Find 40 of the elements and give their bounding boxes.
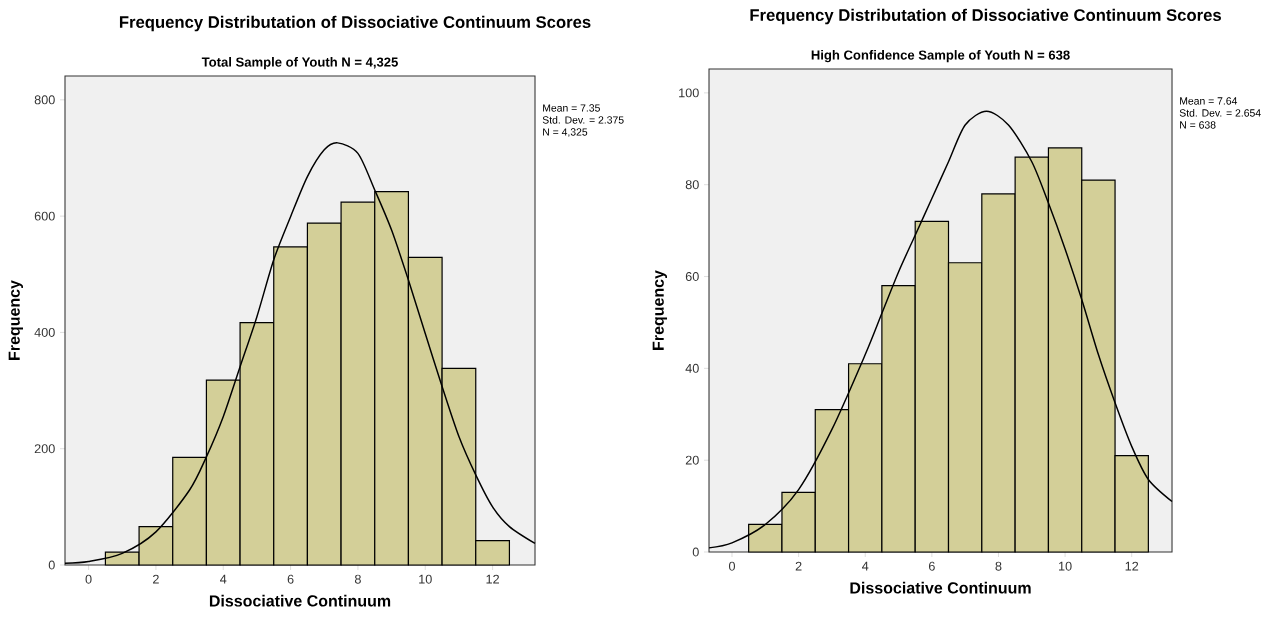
x-tick-label: 0 bbox=[85, 574, 92, 584]
chart-subtitle: High Confidence Sample of Youth N = 638 bbox=[811, 50, 1070, 63]
x-tick-label: 12 bbox=[1125, 561, 1139, 571]
line-series bbox=[708, 110, 1173, 549]
chart-title: Frequency Distributation of Dissociative Continuum Scores bbox=[119, 15, 591, 32]
x-tick-label: 4 bbox=[220, 574, 227, 584]
y-tick-label: 400 bbox=[34, 327, 55, 337]
x-tick-label: 10 bbox=[1059, 561, 1072, 571]
text: Std. Dev. = 2.375 bbox=[542, 116, 624, 124]
x-tick-label: 8 bbox=[995, 561, 1002, 571]
y-tick-label: 20 bbox=[685, 455, 699, 465]
text: N = 638 bbox=[1180, 121, 1216, 129]
y-tick-label: 800 bbox=[34, 95, 55, 105]
y-tick-label: 100 bbox=[679, 88, 699, 98]
x-tick-label: 8 bbox=[354, 574, 361, 584]
chart-subtitle: Total Sample of Youth N = 4,325 bbox=[201, 57, 398, 70]
text: Mean = 7.64 bbox=[1180, 97, 1238, 105]
y-tick-label: 0 bbox=[692, 547, 699, 557]
x-axis-title: Dissociative Continuum bbox=[209, 594, 391, 607]
chart-title: Frequency Distributation of Dissociative Continuum Scores bbox=[750, 8, 1221, 25]
y-axis-title: Frequency bbox=[652, 270, 668, 350]
x-axis-title: Dissociative Continuum bbox=[850, 581, 1031, 594]
y-tick-label: 600 bbox=[34, 211, 55, 221]
text: N = 4,325 bbox=[543, 128, 588, 137]
text: Mean = 7.35 bbox=[543, 104, 600, 112]
y-tick-label: 60 bbox=[685, 272, 699, 282]
x-tick-label: 0 bbox=[728, 561, 736, 571]
x-tick-label: 6 bbox=[287, 574, 294, 584]
y-tick-label: 80 bbox=[685, 180, 699, 190]
x-tick-label: 6 bbox=[928, 561, 935, 571]
y-tick-label: 40 bbox=[685, 363, 699, 373]
x-tick-label: 2 bbox=[153, 574, 159, 584]
x-tick-label: 2 bbox=[795, 561, 802, 571]
x-tick-label: 10 bbox=[419, 574, 432, 584]
y-tick-label: 200 bbox=[34, 444, 55, 454]
x-tick-label: 12 bbox=[486, 574, 499, 584]
y-axis-title: Frequency bbox=[8, 280, 24, 360]
x-tick-label: 4 bbox=[862, 561, 869, 571]
line-series bbox=[64, 142, 536, 564]
text: Std. Dev. = 2.654 bbox=[1179, 109, 1261, 117]
